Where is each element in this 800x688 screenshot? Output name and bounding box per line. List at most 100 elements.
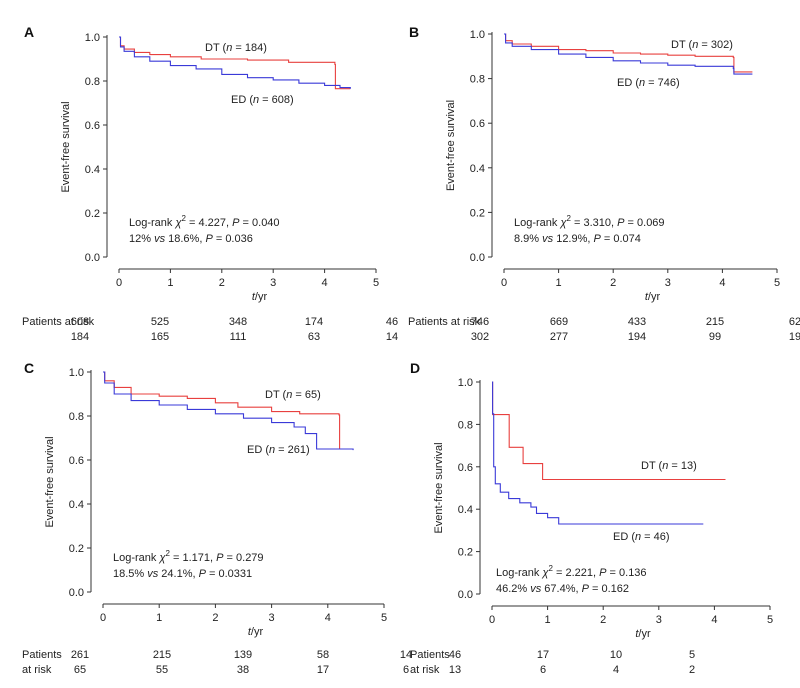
x-tick-label: 0 [100, 612, 106, 624]
risk-count: 17 [537, 649, 549, 661]
y-tick-label: 0.6 [69, 455, 84, 467]
x-tick-label: 1 [556, 277, 562, 289]
rate-comparison: 8.9% vs 12.9%, P = 0.074 [514, 233, 641, 245]
risk-table-label: at risk [410, 664, 440, 676]
series-dt-label: DT (n = 184) [205, 42, 267, 54]
x-tick-label: 4 [325, 612, 331, 624]
risk-table-label: Patients [410, 649, 450, 661]
panel-letter: C [24, 360, 34, 376]
risk-count: 348 [229, 316, 247, 328]
series-dt-label: DT (n = 65) [265, 389, 321, 401]
y-tick-label: 0.0 [69, 587, 84, 599]
logrank-stat: Log-rank χ2 = 1.171, P = 0.279 [113, 549, 264, 564]
series-ed-label: ED (n = 746) [617, 77, 680, 89]
risk-count: 4 [613, 664, 619, 676]
x-axis-label: t/yr [635, 628, 651, 640]
y-tick-label: 0.6 [470, 118, 485, 130]
x-tick-label: 3 [270, 277, 276, 289]
rate-comparison: 12% vs 18.6%, P = 0.036 [129, 233, 253, 245]
series-dt-label: DT (n = 302) [671, 39, 733, 51]
x-axis-label: t/yr [252, 291, 268, 303]
risk-count: 63 [308, 331, 320, 343]
series-ed-curve [492, 381, 704, 525]
risk-count: 14 [400, 649, 412, 661]
y-tick-label: 0.0 [85, 252, 100, 264]
y-tick-label: 0.8 [470, 74, 485, 86]
rate-comparison: 18.5% vs 24.1%, P = 0.0331 [113, 568, 252, 580]
y-tick-label: 0.4 [458, 504, 473, 516]
y-tick-label: 0.2 [470, 207, 485, 219]
risk-count: 10 [610, 649, 622, 661]
risk-count: 2 [689, 664, 695, 676]
y-tick-label: 0.8 [69, 411, 84, 423]
risk-count: 38 [237, 664, 249, 676]
panel-letter: A [24, 24, 34, 40]
risk-count: 215 [706, 316, 724, 328]
y-axis-label: Event-free survival [44, 436, 56, 527]
risk-count: 13 [449, 664, 461, 676]
y-tick-label: 1.0 [85, 32, 100, 44]
x-tick-label: 4 [711, 614, 717, 626]
panel-letter: B [409, 24, 419, 40]
risk-count: 194 [628, 331, 646, 343]
y-tick-label: 0.6 [458, 462, 473, 474]
x-tick-label: 2 [212, 612, 218, 624]
x-tick-label: 3 [665, 277, 671, 289]
y-tick-label: 0.0 [458, 589, 473, 601]
risk-count: 174 [305, 316, 323, 328]
risk-count: 608 [71, 316, 89, 328]
y-tick-label: 1.0 [69, 367, 84, 379]
x-tick-label: 1 [156, 612, 162, 624]
y-tick-label: 0.2 [69, 543, 84, 555]
risk-count: 111 [230, 331, 247, 343]
risk-table-label: Patients [22, 649, 62, 661]
risk-count: 277 [550, 331, 568, 343]
y-tick-label: 0.6 [85, 120, 100, 132]
risk-table-label: Patients at risk [22, 316, 95, 328]
logrank-stat: Log-rank χ2 = 4.227, P = 0.040 [129, 214, 280, 229]
series-ed-label: ED (n = 261) [247, 444, 310, 456]
y-tick-label: 1.0 [458, 377, 473, 389]
y-tick-label: 0.4 [470, 163, 485, 175]
risk-count: 669 [550, 316, 568, 328]
x-tick-label: 5 [381, 612, 387, 624]
series-ed-label: ED (n = 608) [231, 94, 294, 106]
risk-count: 5 [689, 649, 695, 661]
risk-count: 6 [540, 664, 546, 676]
logrank-stat: Log-rank χ2 = 3.310, P = 0.069 [514, 214, 665, 229]
x-tick-label: 4 [719, 277, 725, 289]
logrank-stat: Log-rank χ2 = 2.221, P = 0.136 [496, 564, 647, 579]
risk-count: 14 [386, 331, 398, 343]
risk-count: 6 [403, 664, 409, 676]
series-ed-curve [504, 33, 753, 75]
y-tick-label: 0.8 [85, 76, 100, 88]
x-tick-label: 2 [219, 277, 225, 289]
x-tick-label: 0 [501, 277, 507, 289]
x-tick-label: 3 [269, 612, 275, 624]
panel-d: D 0.0 0.2 0.4 0.6 0.8 1.0 0 1 2 3 4 5 t/yr Event-free … [410, 360, 773, 676]
risk-count: 62 [789, 316, 800, 328]
series-dt-label: DT (n = 13) [641, 460, 697, 472]
y-tick-label: 0.2 [85, 208, 100, 220]
risk-count: 184 [71, 331, 89, 343]
x-tick-label: 3 [656, 614, 662, 626]
risk-count: 746 [471, 316, 489, 328]
risk-count: 215 [153, 649, 171, 661]
risk-count: 165 [151, 331, 169, 343]
series-ed-label: ED (n = 46) [613, 531, 670, 543]
risk-count: 19 [789, 331, 800, 343]
y-tick-label: 0.8 [458, 419, 473, 431]
series-dt-curve [103, 371, 354, 450]
x-tick-label: 1 [167, 277, 173, 289]
x-tick-label: 2 [610, 277, 616, 289]
series-ed-curve [119, 36, 351, 89]
risk-table-label: at risk [22, 664, 52, 676]
risk-count: 261 [71, 649, 89, 661]
x-axis-label: t/yr [645, 291, 661, 303]
y-axis-label: Event-free survival [433, 442, 445, 533]
panel-c: C 0.0 0.2 0.4 0.6 0.8 1.0 0 1 2 3 4 5 t/yr Event-free … [22, 360, 412, 676]
y-tick-label: 0.4 [85, 164, 100, 176]
series-ed-curve [103, 371, 354, 451]
y-tick-label: 0.4 [69, 499, 84, 511]
